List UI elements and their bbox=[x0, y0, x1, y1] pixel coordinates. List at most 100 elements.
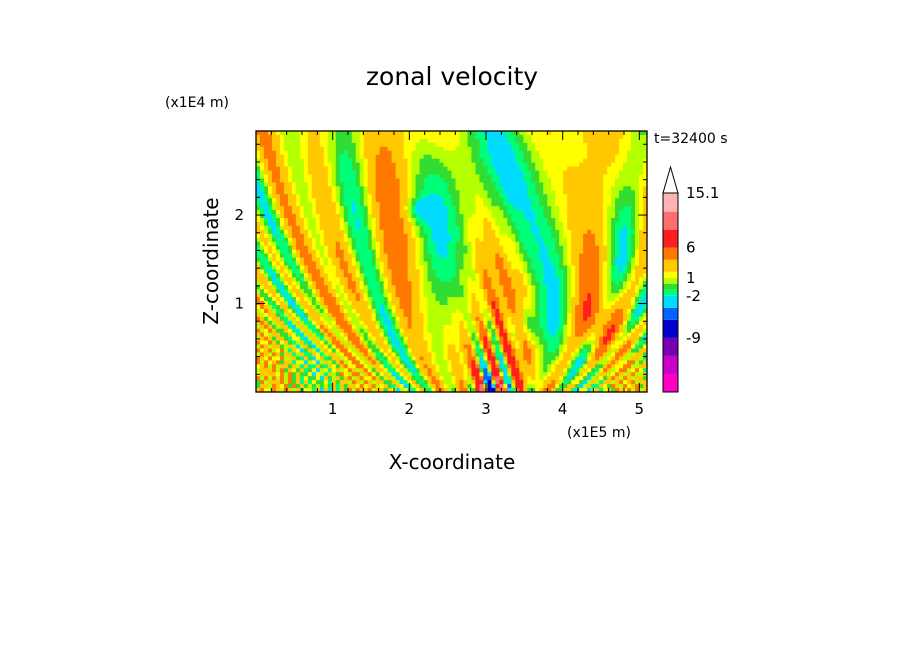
field-cell bbox=[363, 265, 369, 270]
field-cell bbox=[371, 356, 377, 361]
field-cell bbox=[359, 360, 365, 365]
field-cell bbox=[355, 352, 361, 357]
field-cell bbox=[431, 261, 437, 267]
field-cell bbox=[275, 372, 281, 377]
field-cell bbox=[475, 380, 481, 385]
field-cell bbox=[415, 134, 421, 140]
field-cell bbox=[295, 253, 301, 259]
field-cell bbox=[547, 297, 552, 302]
field-cell bbox=[319, 166, 325, 172]
field-cell bbox=[347, 178, 353, 183]
field-cell bbox=[295, 388, 301, 392]
field-cell bbox=[391, 138, 397, 144]
field-cell bbox=[447, 297, 453, 302]
field-cell bbox=[547, 388, 552, 392]
field-cell bbox=[543, 328, 548, 334]
field-cell bbox=[359, 233, 365, 239]
field-cell bbox=[507, 265, 512, 270]
field-cell bbox=[551, 178, 556, 183]
field-cell bbox=[435, 257, 441, 263]
field-cell bbox=[531, 158, 536, 164]
field-cell bbox=[539, 142, 544, 148]
field-cell bbox=[547, 376, 552, 381]
field-cell bbox=[467, 301, 473, 306]
field-cell bbox=[327, 229, 333, 235]
field-cell bbox=[279, 301, 285, 306]
field-cell bbox=[347, 257, 353, 263]
field-cell bbox=[531, 285, 536, 290]
field-cell bbox=[423, 206, 429, 211]
field-cell bbox=[435, 190, 441, 195]
field-cell bbox=[535, 182, 540, 187]
field-cell bbox=[391, 348, 397, 354]
field-cell bbox=[359, 261, 365, 267]
field-cell bbox=[463, 344, 469, 350]
field-cell bbox=[315, 210, 321, 215]
field-cell bbox=[379, 166, 385, 172]
field-cell bbox=[463, 182, 469, 187]
field-cell bbox=[427, 285, 433, 290]
field-cell bbox=[291, 186, 297, 191]
field-cell bbox=[495, 253, 500, 259]
field-cell bbox=[415, 388, 421, 392]
field-cell bbox=[343, 372, 349, 377]
field-cell bbox=[499, 190, 504, 195]
field-cell bbox=[511, 150, 516, 156]
field-cell bbox=[275, 269, 281, 274]
field-cell bbox=[427, 249, 433, 255]
field-cell bbox=[375, 360, 381, 365]
field-cell bbox=[299, 293, 305, 298]
field-cell bbox=[343, 261, 349, 267]
field-cell bbox=[439, 360, 445, 365]
field-cell bbox=[447, 340, 453, 346]
field-cell bbox=[303, 142, 309, 148]
field-cell bbox=[451, 328, 457, 334]
field-cell bbox=[391, 214, 397, 219]
field-cell bbox=[335, 134, 341, 140]
field-cell bbox=[319, 249, 325, 255]
field-cell bbox=[375, 328, 381, 334]
field-cell bbox=[487, 273, 492, 278]
field-cell bbox=[443, 344, 449, 350]
field-cell bbox=[491, 249, 496, 255]
field-cell bbox=[479, 245, 485, 251]
field-cell bbox=[379, 154, 385, 160]
field-cell bbox=[447, 332, 453, 338]
field-cell bbox=[359, 146, 365, 152]
field-cell bbox=[307, 162, 313, 168]
field-cell bbox=[487, 328, 492, 334]
field-cell bbox=[403, 281, 409, 286]
field-cell bbox=[419, 218, 425, 223]
field-cell bbox=[363, 305, 369, 310]
field-cell bbox=[323, 297, 329, 302]
field-cell bbox=[467, 158, 473, 164]
field-cell bbox=[507, 202, 512, 207]
field-cell bbox=[307, 178, 313, 183]
field-cell bbox=[475, 360, 481, 365]
field-cell bbox=[375, 162, 381, 168]
field-cell bbox=[319, 190, 325, 195]
field-cell bbox=[419, 316, 425, 322]
field-cell bbox=[363, 372, 369, 377]
field-cell bbox=[483, 142, 489, 148]
field-cell bbox=[523, 186, 528, 191]
field-cell bbox=[303, 289, 309, 294]
field-cell bbox=[403, 186, 409, 191]
field-cell bbox=[443, 285, 449, 290]
field-cell bbox=[295, 178, 301, 183]
field-cell bbox=[256, 384, 261, 389]
field-cell bbox=[511, 372, 516, 377]
field-cell bbox=[283, 138, 289, 144]
field-cell bbox=[259, 380, 265, 385]
field-cell bbox=[327, 265, 333, 270]
field-cell bbox=[471, 170, 477, 176]
field-cell bbox=[343, 308, 349, 314]
field-cell bbox=[355, 142, 361, 148]
field-cell bbox=[491, 297, 496, 302]
field-cell bbox=[315, 269, 321, 274]
field-cell bbox=[475, 336, 481, 342]
field-cell bbox=[263, 293, 269, 298]
field-cell bbox=[275, 221, 281, 227]
field-cell bbox=[355, 320, 361, 326]
field-cell bbox=[359, 356, 365, 361]
